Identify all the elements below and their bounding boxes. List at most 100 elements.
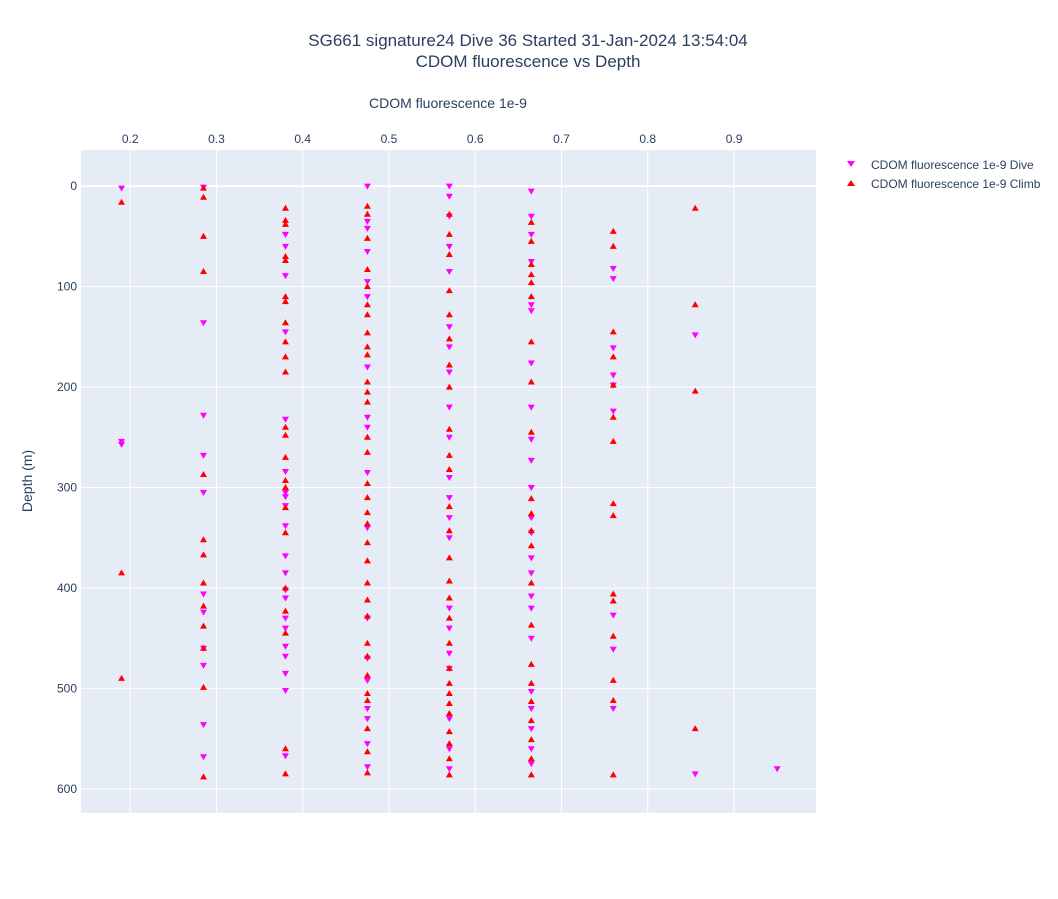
legend-item-dive[interactable]: CDOM fluorescence 1e-9 Dive [847, 158, 1034, 172]
climb-point [609, 590, 617, 597]
dive-point [281, 523, 289, 530]
dive-point [527, 605, 535, 612]
climb-point [527, 527, 535, 534]
climb-point [200, 683, 207, 690]
dive-point [445, 535, 453, 542]
dive-point [527, 360, 535, 367]
climb-point [445, 383, 453, 390]
climb-point [281, 368, 289, 375]
climb-point [281, 298, 289, 305]
dive-point [691, 771, 699, 778]
dive-point [445, 434, 453, 441]
climb-point [445, 287, 453, 294]
climb-point [609, 676, 617, 683]
dive-point [445, 650, 453, 657]
climb-point [445, 664, 453, 671]
dive-point [200, 412, 207, 419]
dive-point [363, 525, 371, 532]
dive-point [445, 269, 453, 276]
dive-point [281, 273, 289, 280]
climb-point [281, 293, 289, 300]
climb-point [363, 612, 371, 619]
climb-point [363, 579, 371, 586]
x-tick-label: 0.6 [467, 132, 484, 146]
dive-point [445, 746, 453, 753]
dive-point [200, 591, 207, 598]
climb-point [445, 771, 453, 778]
climb-point [363, 725, 371, 732]
climb-point [363, 448, 371, 455]
climb-point [527, 679, 535, 686]
dive-point [445, 193, 453, 200]
climb-point [363, 283, 371, 290]
climb-point [527, 510, 535, 517]
climb-point [445, 554, 453, 561]
dive-point [609, 706, 617, 713]
dive-point [527, 485, 535, 492]
dive-point [281, 670, 289, 677]
y-tick-label: 300 [57, 481, 77, 495]
dive-point [527, 761, 535, 768]
legend-climb-label: CDOM fluorescence 1e-9 Climb [871, 177, 1041, 191]
climb-point [281, 629, 289, 636]
dive-point [527, 515, 535, 522]
dive-point [527, 213, 535, 220]
legend[interactable]: CDOM fluorescence 1e-9 Dive CDOM fluores… [847, 158, 1041, 191]
dive-point [363, 294, 371, 301]
dive-point [363, 741, 371, 748]
climb-point [363, 596, 371, 603]
climb-point [363, 234, 371, 241]
dive-point [281, 653, 289, 660]
climb-point [363, 748, 371, 755]
climb-point [445, 639, 453, 646]
x-tick-label: 0.4 [294, 132, 311, 146]
dive-point [281, 687, 289, 694]
climb-point [363, 539, 371, 546]
y-tick-label: 200 [57, 380, 77, 394]
dive-point [609, 646, 617, 653]
dive-point [527, 593, 535, 600]
climb-point [363, 494, 371, 501]
climb-point [363, 378, 371, 385]
climb-point [609, 353, 617, 360]
climb-point [609, 227, 617, 234]
climb-point [609, 696, 617, 703]
dive-point [773, 766, 781, 773]
climb-point [281, 252, 289, 259]
climb-point [363, 689, 371, 696]
climb-point [527, 495, 535, 502]
dive-point [609, 408, 617, 415]
dive-point [200, 722, 207, 729]
climb-point [200, 773, 207, 780]
climb-point [445, 594, 453, 601]
climb-point [281, 453, 289, 460]
climb-point [445, 700, 453, 707]
climb-point [363, 696, 371, 703]
climb-point [200, 579, 207, 586]
dive-point [527, 635, 535, 642]
climb-point [527, 771, 535, 778]
dive-point [363, 424, 371, 431]
climb-point [281, 220, 289, 227]
dive-point [200, 320, 207, 327]
climb-point [527, 428, 535, 435]
legend-item-climb[interactable]: CDOM fluorescence 1e-9 Climb [847, 177, 1041, 191]
dive-point [527, 231, 535, 238]
x-tick-label: 0.2 [122, 132, 139, 146]
climb-point [445, 230, 453, 237]
dive-point [363, 706, 371, 713]
climb-point [363, 329, 371, 336]
dive-point [691, 332, 699, 339]
climb-point [200, 184, 207, 191]
climb-point [527, 237, 535, 244]
dive-point [363, 279, 371, 286]
y-tick-label: 100 [57, 280, 77, 294]
legend-dive-label: CDOM fluorescence 1e-9 Dive [871, 158, 1034, 172]
dive-point [527, 404, 535, 411]
climb-point [609, 381, 617, 388]
dive-point [118, 441, 126, 448]
dive-point [281, 416, 289, 423]
climb-point [200, 602, 207, 609]
dive-point [281, 615, 289, 622]
